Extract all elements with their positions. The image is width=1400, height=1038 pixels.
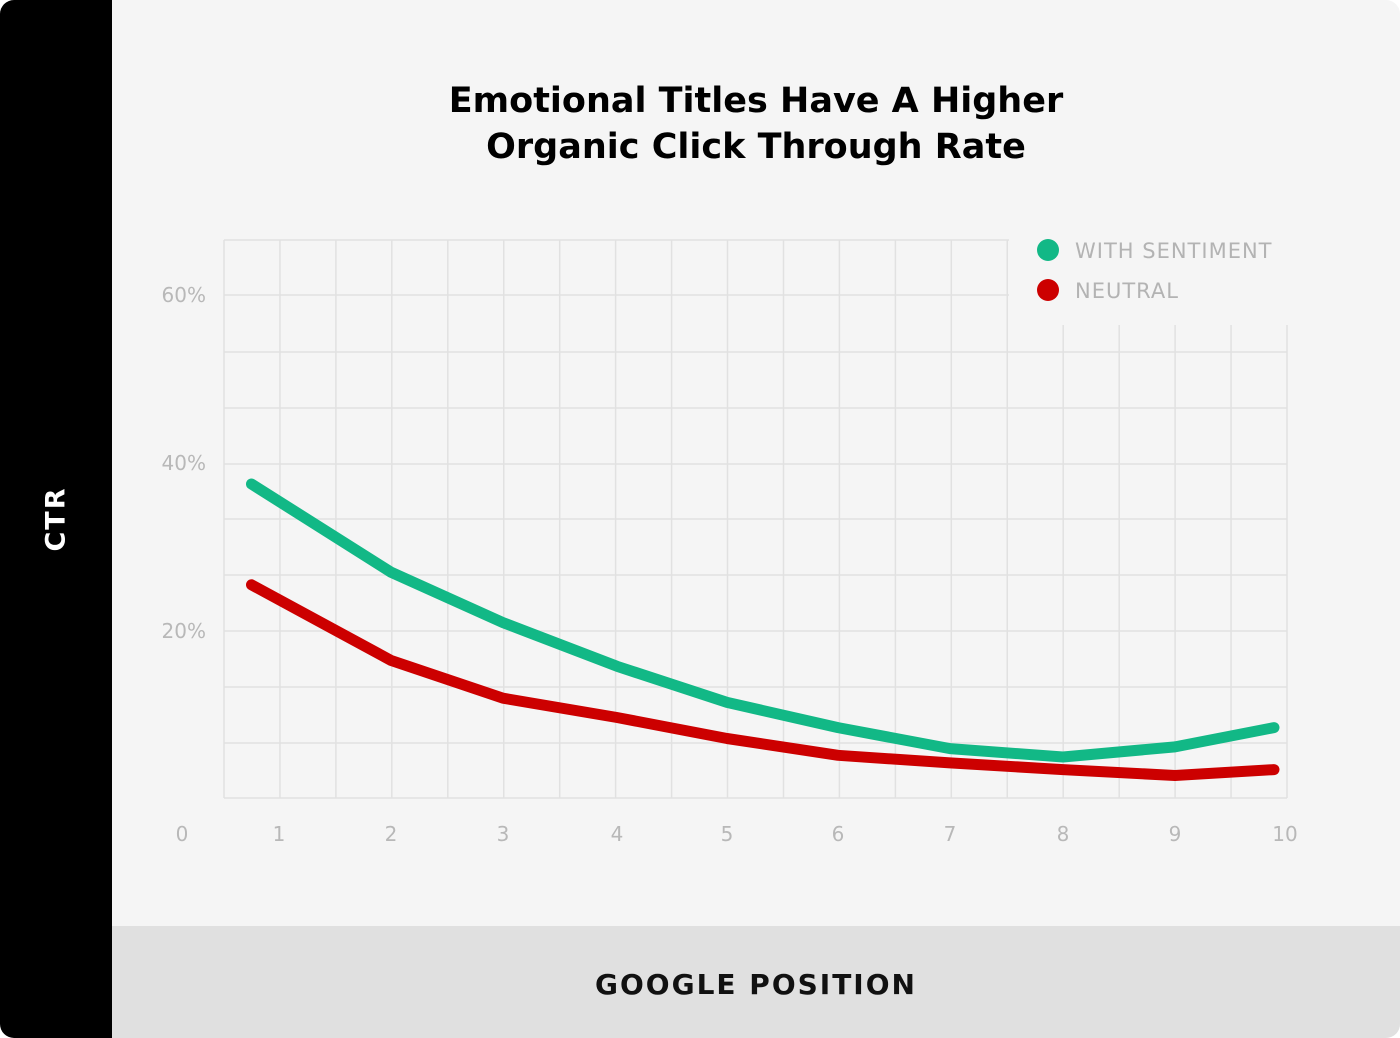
legend-label: WITH SENTIMENT (1075, 239, 1273, 263)
y-axis-band: CTR (0, 0, 112, 1038)
chart-title-line-1: Emotional Titles Have A Higher (448, 81, 1064, 121)
x-tick-label: 6 (832, 822, 845, 846)
x-tick-label: 5 (721, 822, 734, 846)
y-tick-label: 20% (162, 619, 206, 643)
x-tick-label: 1 (273, 822, 286, 846)
series-line-with-sentiment (246, 478, 1280, 763)
series-line-neutral (246, 579, 1280, 781)
legend-label: NEUTRAL (1075, 279, 1179, 303)
chart-title-line-2: Organic Click Through Rate (486, 127, 1026, 167)
x-axis-band: GOOGLE POSITION (112, 926, 1400, 1038)
x-axis-label: GOOGLE POSITION (595, 968, 917, 1001)
chart-title: Emotional Titles Have A Higher Organic C… (112, 78, 1400, 170)
legend-marker (1037, 239, 1059, 261)
x-tick-label: 7 (944, 822, 957, 846)
x-tick-label: 10 (1272, 822, 1297, 846)
x-tick-label: 2 (385, 822, 398, 846)
x-tick-label: 9 (1169, 822, 1182, 846)
legend-background (1009, 225, 1309, 325)
y-tick-label: 40% (162, 451, 206, 475)
x-tick-label: 3 (497, 822, 510, 846)
x-tick-label: 8 (1057, 822, 1070, 846)
x-tick-label: 4 (611, 822, 624, 846)
y-tick-label: 60% (162, 283, 206, 307)
legend-marker (1037, 279, 1059, 301)
x-tick-label: 0 (176, 822, 189, 846)
